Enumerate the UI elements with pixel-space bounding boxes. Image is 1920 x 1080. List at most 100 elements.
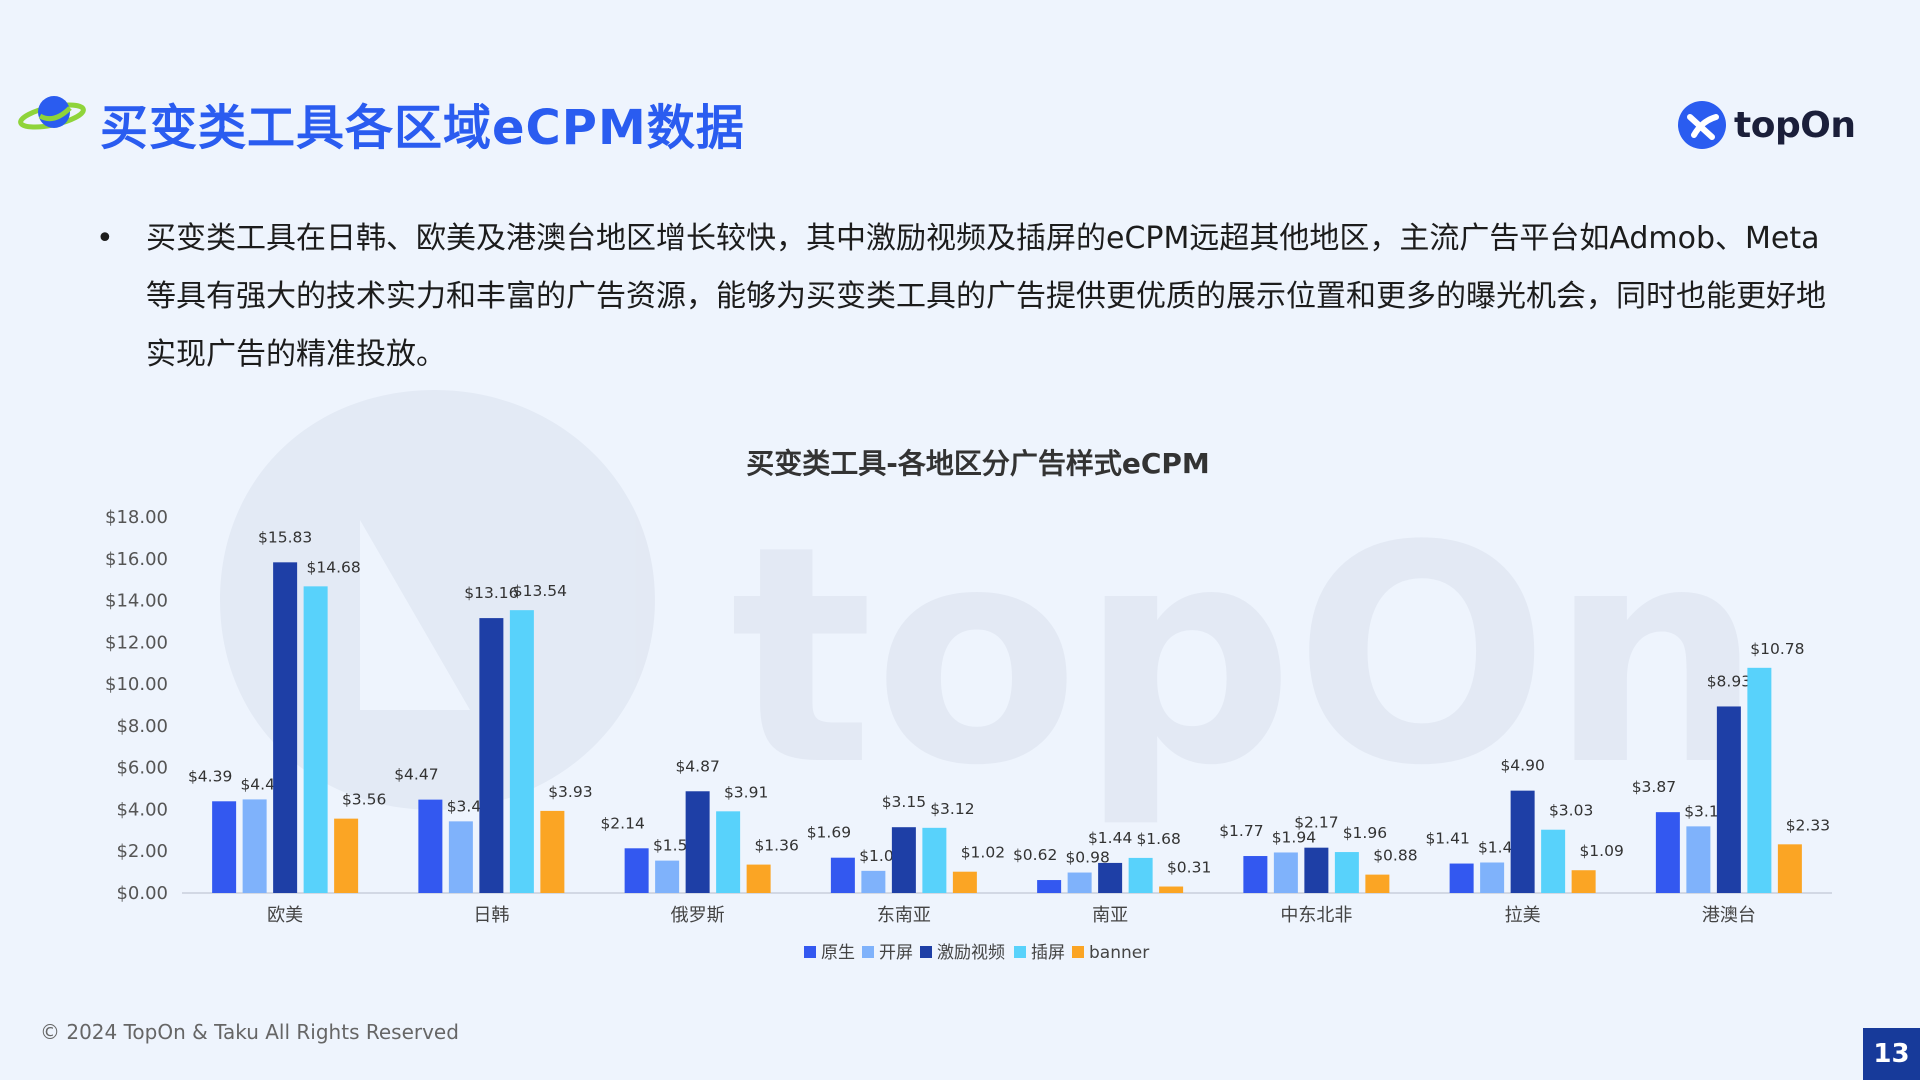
chart-legend: 原生 开屏 激励视频 插屏 banner — [804, 943, 1149, 963]
data-label: $1.09 — [1579, 842, 1623, 860]
data-label: $4.39 — [188, 767, 232, 785]
data-label: $14.68 — [307, 558, 361, 576]
topon-logo-icon — [1678, 101, 1726, 149]
legend-swatch — [920, 946, 932, 958]
data-label: $10.78 — [1750, 640, 1804, 658]
data-label: $3.91 — [724, 783, 768, 801]
y-tick-label: $4.00 — [116, 799, 168, 820]
bar — [1510, 790, 1535, 893]
y-tick-label: $16.00 — [105, 549, 168, 570]
bar — [1273, 852, 1298, 893]
bar — [448, 821, 473, 893]
legend-swatch — [1014, 946, 1026, 958]
y-tick-label: $6.00 — [116, 758, 168, 779]
bar — [1304, 847, 1329, 893]
x-tick-label: 俄罗斯 — [671, 905, 725, 926]
data-label: $1.96 — [1343, 824, 1387, 842]
bar — [418, 799, 443, 893]
bar — [273, 562, 298, 893]
data-label: $2.14 — [600, 814, 644, 832]
data-label: $15.83 — [258, 528, 312, 546]
bar — [334, 818, 359, 893]
legend-swatch — [862, 946, 874, 958]
legend-label: 插屏 — [1031, 943, 1065, 963]
chart-title: 买变类工具-各地区分广告样式eCPM — [746, 447, 1210, 480]
x-tick-label: 拉美 — [1505, 905, 1541, 926]
legend-swatch — [804, 946, 816, 958]
data-label: $4.90 — [1500, 757, 1544, 775]
legend-label: 激励视频 — [937, 943, 1005, 963]
data-label: $1.69 — [807, 824, 851, 842]
bar — [1716, 706, 1741, 893]
bullet-icon: • — [96, 221, 114, 256]
legend-label: 开屏 — [879, 943, 913, 963]
data-label: $1.44 — [1088, 829, 1132, 847]
page-title: 买变类工具各区域eCPM数据 — [100, 100, 745, 156]
bar — [891, 827, 916, 893]
bar — [624, 848, 649, 893]
x-tick-label: 港澳台 — [1702, 905, 1756, 926]
bars-group: $4.39 $4.48$15.83$14.68$3.56$4.47$3.43$13… — [188, 528, 1830, 893]
data-label: $3.93 — [548, 783, 592, 801]
data-label: $13.16 — [464, 584, 518, 602]
bar — [1655, 812, 1680, 893]
bar — [922, 827, 947, 893]
x-tick-label: 中东北非 — [1280, 905, 1352, 926]
data-label: $3.56 — [342, 791, 386, 809]
bar — [1037, 880, 1062, 893]
bar — [746, 864, 771, 893]
data-label: $1.68 — [1136, 830, 1180, 848]
bar — [1449, 863, 1474, 893]
x-tick-label: 东南亚 — [877, 905, 931, 926]
data-label: $3.15 — [882, 793, 926, 811]
data-label: $1.41 — [1425, 830, 1469, 848]
bar — [1571, 870, 1596, 893]
bar — [509, 610, 534, 893]
x-tick-label: 欧美 — [267, 905, 303, 926]
data-label: $2.17 — [1294, 814, 1338, 832]
bar — [242, 799, 267, 893]
bar — [830, 857, 855, 893]
bar — [1480, 862, 1505, 893]
ecpm-bar-chart: 买变类工具-各地区分广告样式eCPM $0.00 $2.00 $4.00 $6.00 $… — [105, 447, 1832, 963]
bar — [1159, 886, 1184, 893]
data-label: $1.36 — [754, 837, 798, 855]
data-label: $1.77 — [1219, 822, 1263, 840]
data-label: $0.31 — [1167, 859, 1211, 877]
copyright-footer: © 2024 TopOn & Taku All Rights Reserved — [40, 1020, 459, 1044]
bar — [1243, 856, 1268, 893]
bar — [1686, 826, 1711, 893]
bar — [861, 870, 886, 893]
bar — [1128, 857, 1153, 893]
brand-name: topOn — [1734, 104, 1856, 146]
data-label: $8.93 — [1707, 672, 1751, 690]
data-label: $0.98 — [1065, 849, 1109, 867]
data-label: $4.87 — [675, 757, 719, 775]
y-tick-label: $14.00 — [105, 591, 168, 612]
legend-label: banner — [1089, 943, 1149, 963]
data-label: $4.47 — [394, 766, 438, 784]
legend-swatch — [1072, 946, 1084, 958]
bar — [716, 811, 741, 893]
bar — [1747, 667, 1772, 893]
bar — [1334, 852, 1359, 893]
x-tick-label: 南亚 — [1092, 905, 1128, 926]
data-label: $13.54 — [513, 582, 567, 600]
y-tick-label: $2.00 — [116, 841, 168, 862]
planet-icon — [18, 96, 86, 130]
y-tick-label: $10.00 — [105, 674, 168, 695]
bar — [1098, 862, 1123, 893]
y-tick-label: $0.00 — [116, 883, 168, 904]
x-tick-label: 日韩 — [473, 905, 509, 926]
bar — [1541, 829, 1566, 893]
data-label: $0.88 — [1373, 847, 1417, 865]
data-label: $1.02 — [961, 844, 1005, 862]
data-label: $3.12 — [930, 800, 974, 818]
data-label: $1.94 — [1272, 828, 1316, 846]
summary-text: 买变类工具在日韩、欧美及港澳台地区增长较快，其中激励视频及插屏的eCPM远超其他… — [146, 221, 1826, 372]
y-tick-label: $18.00 — [105, 507, 168, 528]
data-label: $3.87 — [1632, 778, 1676, 796]
y-tick-label: $12.00 — [105, 632, 168, 653]
bar — [540, 810, 565, 893]
data-label: $0.62 — [1013, 846, 1057, 864]
